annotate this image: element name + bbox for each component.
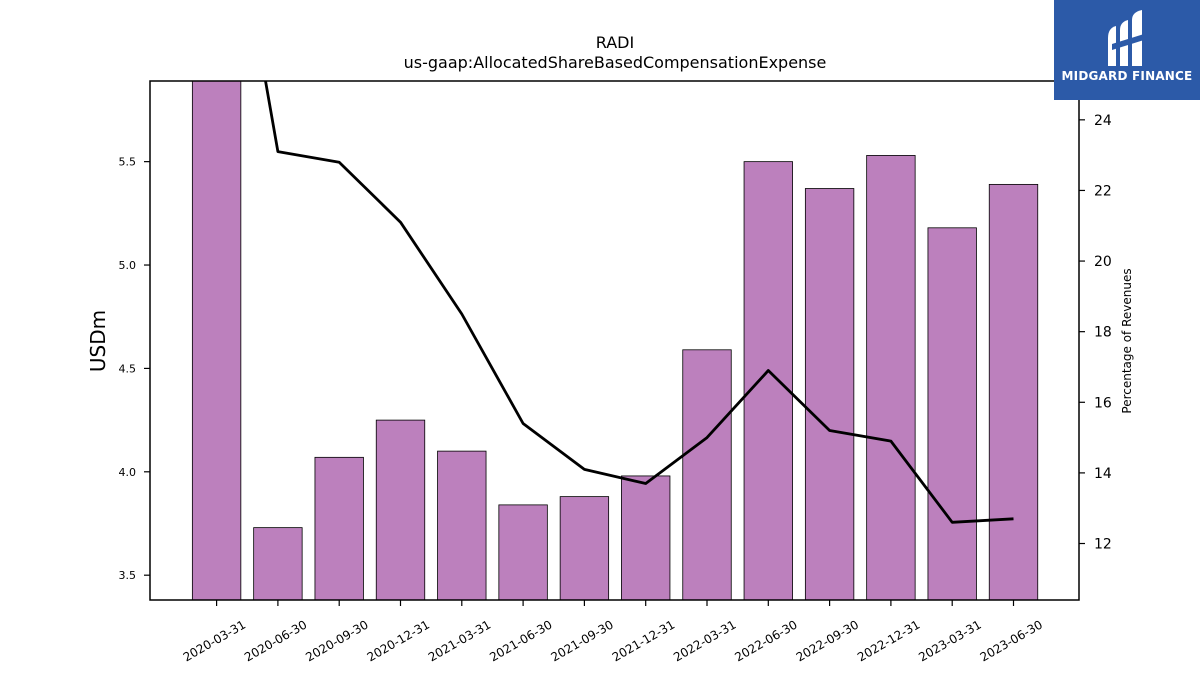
- x-tick-label: 2021-06-30: [487, 617, 554, 664]
- y2-tick-label: 20: [1094, 254, 1112, 270]
- bar: [253, 527, 303, 600]
- bar: [988, 183, 1039, 600]
- bar: [927, 227, 977, 600]
- bar: [743, 161, 793, 600]
- bar: [866, 155, 916, 600]
- bar: [498, 504, 548, 600]
- x-tick-label: 2022-06-30: [732, 617, 799, 664]
- x-tick-label: 2021-09-30: [548, 617, 615, 664]
- bar: [314, 456, 364, 600]
- x-tick-label: 2020-03-31: [181, 617, 248, 664]
- x-tick-label: 2020-09-30: [303, 617, 370, 664]
- midgard-logo-icon: [1108, 10, 1144, 66]
- bar: [191, 81, 242, 600]
- brand-name: MIDGARD FINANCE: [1061, 69, 1193, 83]
- percentage-line: [264, 81, 1014, 524]
- bar: [682, 349, 732, 600]
- bar: [621, 475, 671, 600]
- x-tick-label: 2022-03-31: [671, 617, 738, 664]
- y2-tick-label: 12: [1094, 537, 1112, 553]
- y-tick-label: 4.5: [119, 362, 137, 375]
- x-tick-label: 2020-06-30: [242, 617, 309, 664]
- y-tick-label: 3.5: [119, 569, 137, 582]
- x-tick-label: 2023-06-30: [978, 617, 1045, 664]
- x-tick-label: 2023-03-31: [916, 617, 983, 664]
- x-tick-label: 2022-09-30: [794, 617, 861, 664]
- brand-logo: MIDGARD FINANCE: [1054, 0, 1200, 100]
- y2-tick-label: 24: [1094, 113, 1112, 129]
- y2-tick-label: 14: [1094, 466, 1112, 482]
- x-tick-label: 2021-03-31: [426, 617, 493, 664]
- bar: [437, 450, 487, 600]
- y-tick-label: 5.5: [119, 156, 137, 169]
- bar: [559, 496, 610, 600]
- bar: [375, 419, 426, 600]
- plot-frame: [149, 80, 1080, 601]
- y2-tick-label: 16: [1094, 395, 1112, 411]
- y2-tick-label: 22: [1094, 183, 1112, 199]
- bar: [804, 188, 855, 600]
- y-axis-label: USDm: [86, 310, 110, 372]
- chart-title: RADI: [596, 33, 634, 52]
- x-tick-label: 2022-12-31: [855, 617, 922, 664]
- x-tick-label: 2020-12-31: [365, 617, 432, 664]
- bars-layer: [191, 81, 1039, 600]
- chart-subtitle: us-gaap:AllocatedShareBasedCompensationE…: [404, 53, 827, 72]
- x-tick-label: 2021-12-31: [610, 617, 677, 664]
- y2-tick-label: 18: [1094, 325, 1112, 341]
- y-tick-label: 5.0: [119, 259, 137, 272]
- y2-axis-label: Percentage of Revenues: [1120, 268, 1134, 413]
- line-layer: [264, 81, 1014, 524]
- y-tick-label: 4.0: [119, 466, 137, 479]
